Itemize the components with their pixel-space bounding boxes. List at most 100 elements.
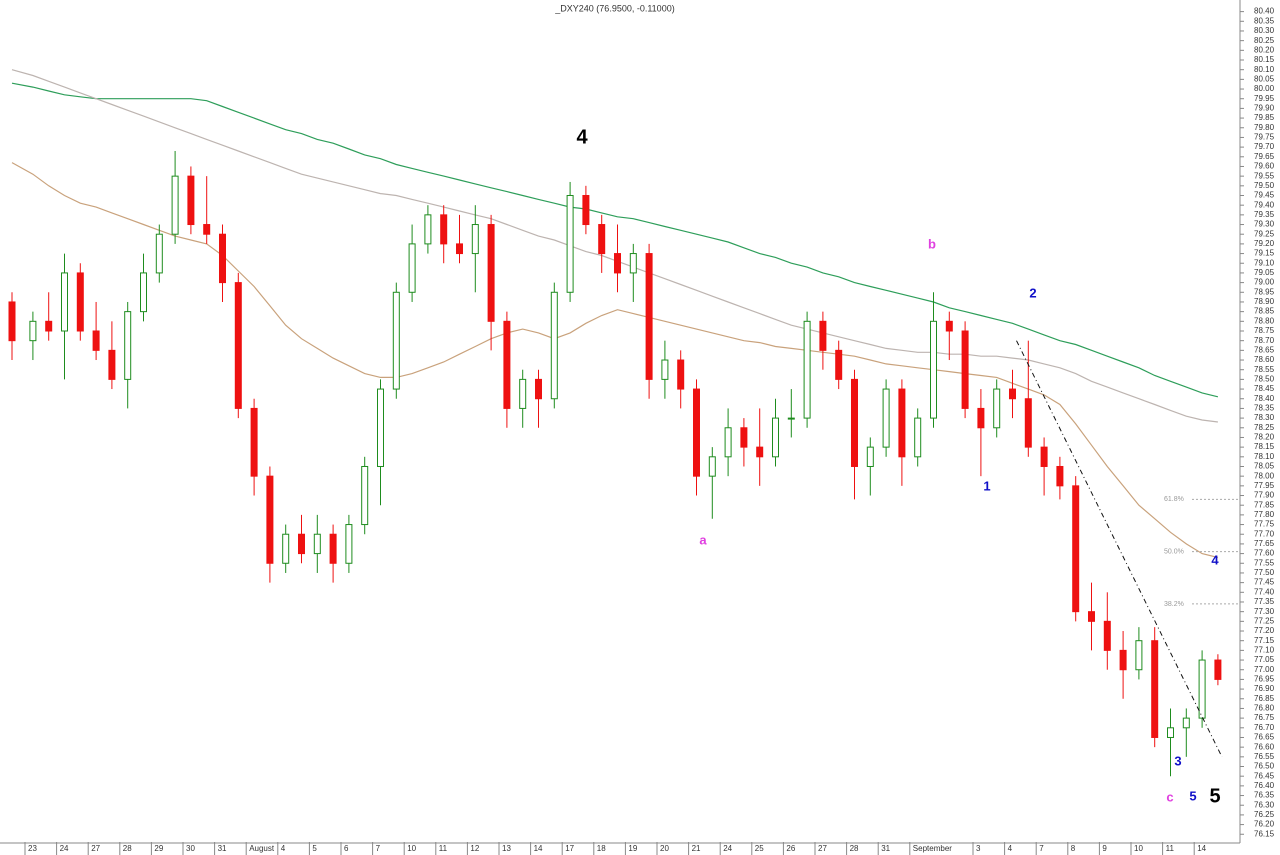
candle-body <box>535 378 542 400</box>
candle-body <box>313 533 321 555</box>
candle-body <box>724 427 732 458</box>
y-tick-label: 76.50 <box>1254 762 1275 771</box>
candle-body <box>503 320 511 409</box>
candle-body <box>772 417 779 458</box>
y-tick-label: 78.90 <box>1254 297 1275 306</box>
x-tick-label: 13 <box>502 844 511 853</box>
y-tick-label: 76.90 <box>1254 684 1275 693</box>
y-tick-label: 79.35 <box>1254 210 1275 219</box>
y-tick-label: 79.55 <box>1254 171 1275 180</box>
candle-body <box>8 301 16 342</box>
y-tick-label: 77.80 <box>1254 510 1275 519</box>
x-tick-label: 7 <box>1039 844 1044 853</box>
y-tick-label: 78.40 <box>1254 394 1275 403</box>
candle-body <box>266 475 274 564</box>
candle-body <box>1024 398 1032 448</box>
candle-body <box>882 388 890 448</box>
candle-body <box>108 349 116 380</box>
y-tick-label: 77.45 <box>1254 578 1275 587</box>
candle-body <box>1214 659 1222 680</box>
y-tick-label: 76.40 <box>1254 781 1275 790</box>
candle-body <box>851 378 858 467</box>
candle-body <box>440 214 448 245</box>
y-tick-label: 78.35 <box>1254 404 1275 413</box>
y-tick-label: 79.75 <box>1254 133 1275 142</box>
y-tick-label: 78.00 <box>1254 471 1275 480</box>
x-tick-label: 29 <box>154 844 163 853</box>
x-tick-label: 27 <box>91 844 100 853</box>
x-tick-label: 25 <box>755 844 764 853</box>
y-tick-label: 76.30 <box>1254 800 1275 809</box>
y-tick-label: 77.50 <box>1254 568 1275 577</box>
wave-label: 3 <box>1174 753 1181 768</box>
candle-body <box>345 524 353 564</box>
y-tick-label: 77.55 <box>1254 558 1275 567</box>
y-tick-label: 76.70 <box>1254 723 1275 732</box>
y-tick-label: 78.95 <box>1254 287 1275 296</box>
y-tick-label: 80.20 <box>1254 45 1275 54</box>
candle-body <box>977 407 985 429</box>
y-tick-label: 77.85 <box>1254 500 1275 509</box>
wave-label: 4 <box>1211 552 1219 567</box>
y-tick-label: 79.85 <box>1254 113 1275 122</box>
candle-body <box>187 175 195 226</box>
candle-body <box>487 224 495 322</box>
wave-label: a <box>699 532 707 547</box>
x-tick-label: 27 <box>818 844 827 853</box>
candle-body <box>819 320 827 351</box>
y-tick-label: 79.30 <box>1254 220 1275 229</box>
candle-body <box>519 378 527 409</box>
x-tick-label: 20 <box>660 844 669 853</box>
y-tick-label: 79.25 <box>1254 229 1275 238</box>
candle-body <box>961 330 969 409</box>
y-tick-label: 80.35 <box>1254 16 1275 25</box>
y-tick-label: 76.55 <box>1254 752 1275 761</box>
y-tick-label: 77.25 <box>1254 616 1275 625</box>
x-tick-label: 23 <box>28 844 37 853</box>
x-tick-label: 21 <box>692 844 701 853</box>
trendline <box>1016 340 1223 758</box>
x-tick-label: 14 <box>534 844 543 853</box>
y-tick-label: 79.45 <box>1254 191 1275 200</box>
y-tick-label: 79.95 <box>1254 94 1275 103</box>
x-tick-label: 4 <box>281 844 286 853</box>
y-tick-label: 78.25 <box>1254 423 1275 432</box>
y-tick-label: 77.60 <box>1254 549 1275 558</box>
x-tick-label: 3 <box>976 844 981 853</box>
x-tick-label: 24 <box>723 844 732 853</box>
y-tick-label: 80.15 <box>1254 55 1275 64</box>
y-tick-label: 77.05 <box>1254 655 1275 664</box>
candle-body <box>155 233 163 274</box>
x-tick-label: 10 <box>1134 844 1143 853</box>
y-tick-label: 77.20 <box>1254 626 1275 635</box>
x-tick-label: 14 <box>1197 844 1206 853</box>
candle-body <box>914 417 922 458</box>
x-tick-label: 9 <box>1102 844 1107 853</box>
y-tick-label: 79.80 <box>1254 123 1275 132</box>
y-tick-label: 76.95 <box>1254 675 1275 684</box>
x-tick-label: 31 <box>881 844 890 853</box>
x-tick-label: 26 <box>786 844 795 853</box>
y-tick-label: 80.00 <box>1254 84 1275 93</box>
candle-body <box>1088 611 1095 622</box>
x-tick-label: 11 <box>1166 844 1175 853</box>
x-tick-label: 4 <box>1008 844 1013 853</box>
moving-average <box>11 162 1219 559</box>
candle-body <box>203 224 211 235</box>
candle-body <box>645 253 653 380</box>
candle-body <box>629 253 637 274</box>
candle-body <box>708 456 716 477</box>
y-tick-label: 79.05 <box>1254 268 1275 277</box>
candle-body <box>1151 640 1159 738</box>
y-tick-label: 77.30 <box>1254 607 1275 616</box>
y-tick-label: 79.20 <box>1254 239 1275 248</box>
candle-body <box>234 282 242 409</box>
y-tick-label: 76.15 <box>1254 829 1275 838</box>
x-tick-label: 28 <box>123 844 132 853</box>
x-tick-label: 8 <box>1071 844 1076 853</box>
x-tick-label: 6 <box>344 844 349 853</box>
x-tick-label: September <box>913 844 952 853</box>
fib-label: 61.8% <box>1164 496 1184 503</box>
fib-label: 50.0% <box>1164 548 1184 555</box>
